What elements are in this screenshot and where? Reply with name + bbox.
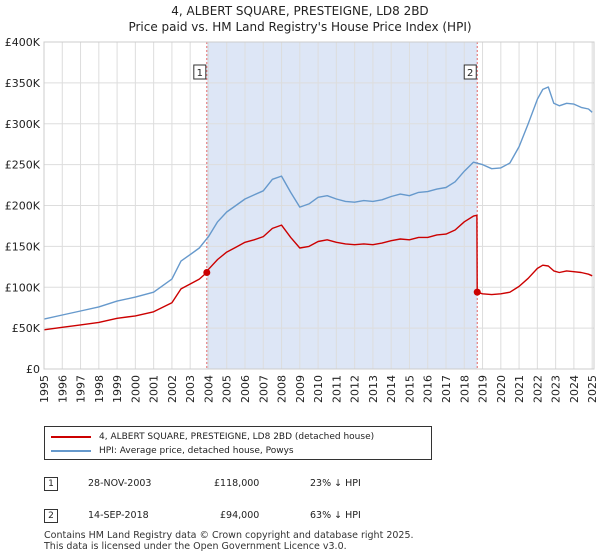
legend: 4, ALBERT SQUARE, PRESTEIGNE, LD8 2BD (d… (44, 426, 432, 460)
x-tick-label: 2016 (422, 375, 435, 403)
footer-line2: This data is licensed under the Open Gov… (44, 541, 347, 552)
x-tick-label: 2014 (385, 375, 398, 403)
sale-marker-label: 2 (467, 68, 473, 79)
x-tick-label: 1998 (93, 375, 106, 403)
x-tick-label: 2013 (367, 375, 380, 403)
x-tick-label: 2005 (221, 375, 234, 403)
footer: Contains HM Land Registry data © Crown c… (44, 530, 414, 552)
y-tick-label: £50K (12, 322, 41, 335)
y-tick-label: £400K (5, 36, 41, 49)
y-tick-label: £150K (5, 240, 41, 253)
legend-label-property: 4, ALBERT SQUARE, PRESTEIGNE, LD8 2BD (d… (99, 432, 375, 442)
x-tick-label: 2001 (148, 375, 161, 403)
transaction-date: 28-NOV-2003 (88, 478, 152, 489)
x-tick-label: 2010 (312, 375, 325, 403)
legend-item-property: 4, ALBERT SQUARE, PRESTEIGNE, LD8 2BD (d… (51, 430, 374, 444)
property-price-line (43, 214, 593, 331)
x-tick-label: 2004 (202, 375, 215, 403)
transaction-hpi-diff: 63% ↓ HPI (310, 510, 361, 521)
x-tick-label: 2007 (257, 375, 270, 403)
sale-marker-label: 1 (197, 68, 203, 79)
x-tick-label: 2000 (129, 375, 142, 403)
x-tick-label: 2023 (550, 375, 563, 403)
x-tick-label: 2018 (458, 375, 471, 403)
x-tick-label: 2025 (586, 375, 599, 403)
transaction-row: 1 28-NOV-2003 £118,000 23% ↓ HPI (44, 474, 584, 494)
hpi-line (43, 86, 593, 320)
x-tick-label: 2024 (568, 375, 581, 403)
sale-point (473, 288, 481, 296)
x-tick-label: 2020 (495, 375, 508, 403)
y-tick-label: £0 (26, 363, 40, 376)
x-tick-label: 2017 (440, 375, 453, 403)
x-tick-label: 2011 (330, 375, 343, 403)
y-tick-label: £100K (5, 281, 41, 294)
y-tick-label: £200K (5, 200, 41, 213)
x-tick-label: 2012 (349, 375, 362, 403)
y-tick-label: £300K (5, 118, 41, 131)
transaction-price: £94,000 (220, 510, 260, 521)
legend-item-hpi: HPI: Average price, detached house, Powy… (51, 444, 294, 458)
x-tick-label: 2003 (184, 375, 197, 403)
sale-marker-box (193, 64, 207, 80)
x-tick-label: 2015 (403, 375, 416, 403)
x-tick-label: 2021 (513, 375, 526, 403)
sale-marker-box (463, 64, 477, 80)
transaction-date: 14-SEP-2018 (88, 510, 149, 521)
x-tick-label: 1997 (75, 375, 88, 403)
transaction-badge: 1 (44, 477, 58, 491)
x-tick-label: 2008 (276, 375, 289, 403)
legend-swatch-hpi (51, 449, 91, 452)
plot-border (43, 41, 595, 370)
transaction-hpi-diff: 23% ↓ HPI (310, 478, 361, 489)
x-tick-label: 2006 (239, 375, 252, 403)
price-chart: £0 £50K £100K £150K £200K £250K £300K £350K £400… (5, 36, 599, 403)
y-tick-label: £350K (5, 77, 41, 90)
y-tick-label: £250K (5, 159, 41, 172)
sale-point (203, 269, 211, 277)
footer-line1: Contains HM Land Registry data © Crown c… (44, 530, 414, 541)
x-tick-label: 2019 (477, 375, 490, 403)
chart-title: 4, ALBERT SQUARE, PRESTEIGNE, LD8 2BD (171, 4, 429, 18)
x-tick-label: 2009 (294, 375, 307, 403)
legend-label-hpi: HPI: Average price, detached house, Powy… (99, 446, 294, 456)
chart-subtitle: Price paid vs. HM Land Registry's House … (128, 20, 472, 34)
legend-swatch-property (51, 435, 91, 438)
x-tick-label: 2022 (531, 375, 544, 403)
transaction-badge: 2 (44, 509, 58, 523)
x-tick-label: 2002 (166, 375, 179, 403)
x-tick-label: 1995 (38, 375, 51, 403)
x-tick-label: 1999 (111, 375, 124, 403)
transaction-row: 2 14-SEP-2018 £94,000 63% ↓ HPI (44, 506, 584, 526)
x-tick-label: 1996 (56, 375, 69, 403)
transaction-price: £118,000 (214, 478, 260, 489)
